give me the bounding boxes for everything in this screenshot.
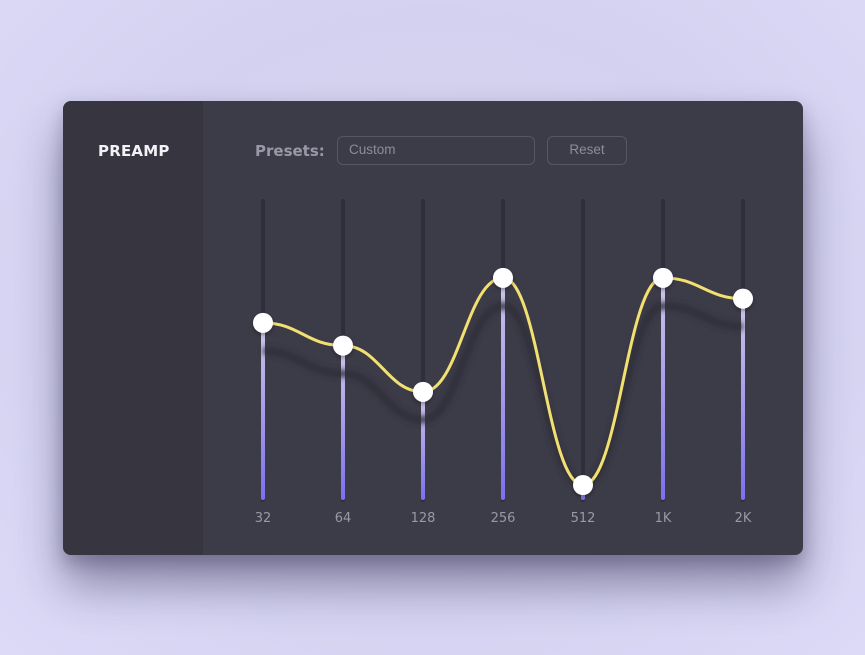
band-label-128: 128 (411, 511, 436, 526)
equalizer-panel: PREAMP Presets: Custom Reset 32 64 128 256 5… (63, 101, 803, 555)
slider-handle-64[interactable] (333, 335, 353, 356)
slider-fill-64 (341, 345, 345, 500)
preset-select[interactable]: Custom (337, 136, 535, 165)
band-label-32: 32 (255, 511, 272, 526)
slider-fill-256 (501, 277, 505, 500)
eq-curve (262, 276, 744, 487)
slider-fill-128 (421, 391, 425, 500)
slider-fill-1k (661, 277, 665, 500)
equalizer-graph: 32 64 128 256 512 1K 2K (253, 199, 753, 526)
slider-fill-32 (261, 322, 265, 500)
band-label-1k: 1K (655, 511, 672, 526)
reset-button[interactable]: Reset (547, 136, 627, 165)
eq-curve-shadow (262, 302, 744, 489)
slider-handle-128[interactable] (413, 381, 433, 402)
band-label-2k: 2K (735, 511, 752, 526)
slider-handle-2k[interactable] (733, 288, 753, 309)
presets-label: Presets: (255, 142, 325, 160)
preamp-label: PREAMP (98, 142, 170, 160)
slider-fill-2k (741, 298, 745, 500)
band-label-512: 512 (571, 511, 596, 526)
slider-handle-512[interactable] (573, 475, 593, 495)
slider-handle-256[interactable] (493, 267, 513, 288)
slider-handle-1k[interactable] (653, 267, 673, 288)
preamp-sidebar: PREAMP (63, 101, 203, 555)
slider-handle-32[interactable] (253, 312, 273, 333)
band-label-256: 256 (491, 511, 516, 526)
band-label-64: 64 (335, 511, 352, 526)
